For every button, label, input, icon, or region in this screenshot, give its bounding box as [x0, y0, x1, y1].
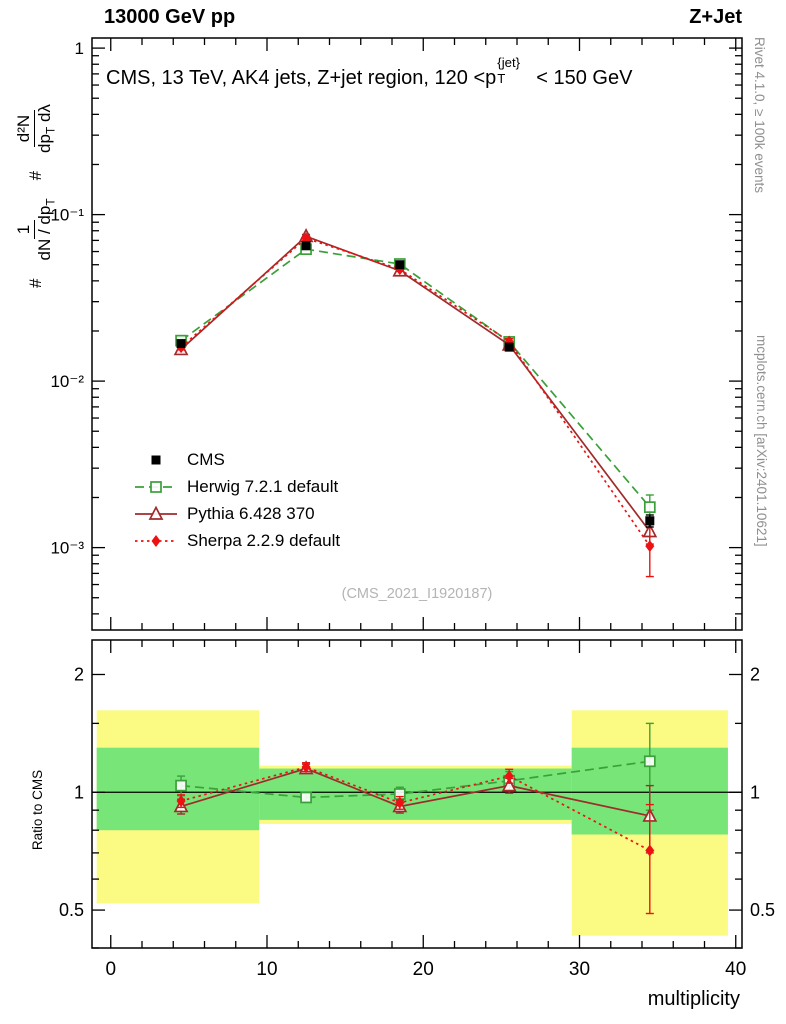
rivet-version-note: Rivet 4.1.0, ≥ 100k events: [752, 37, 767, 193]
main-series-cms: [176, 241, 655, 528]
tick-label: 10: [256, 959, 277, 980]
plot-title: CMS, 13 TeV, AK4 jets, Z+jet region, 120…: [106, 55, 633, 90]
ylabel-fraction-1: 1 dN / dpT: [14, 196, 58, 262]
x-axis-label: multiplicity: [647, 988, 740, 1010]
marker-filled-diamond: [645, 540, 655, 553]
legend-label-cms: CMS: [187, 449, 225, 469]
ylabel-hash-2: #: [26, 170, 45, 181]
legend-marker-cms: [151, 455, 161, 464]
marker-open-square: [643, 755, 656, 768]
legend: CMS Herwig 7.2.1 default Pythia 6.428 37…: [133, 446, 340, 554]
marker-open-triangle: [501, 777, 517, 792]
marker-filled-diamond: [395, 796, 405, 809]
ylabel-hash-1: #: [26, 278, 45, 288]
tick-label: 20: [413, 959, 434, 980]
tick-label: 2: [74, 664, 84, 684]
marker-filled-diamond: [504, 770, 514, 783]
marker-filled-diamond: [301, 761, 311, 774]
tick-label: 1: [74, 782, 84, 802]
ylabel-frac1-numerator: 1: [14, 219, 35, 240]
tick-label: 10⁻¹: [50, 206, 84, 225]
plot-title-prefix: CMS, 13 TeV, AK4 jets, Z+jet region, 120…: [106, 67, 497, 89]
legend-marker-herwig: [135, 480, 177, 493]
legend-item-pythia: Pythia 6.428 370: [133, 500, 340, 527]
tick-labels: 1 10⁻¹ 10⁻² 10⁻³ 2 2 1 1 0.5 0.5 0 10 20 30 40: [50, 39, 775, 980]
main-y-axis-label: # 1 dN / dpT # d²N dpT dλ: [7, 28, 65, 362]
ratio-plot-frame: [91, 639, 743, 949]
ylabel-frac2-numerator: d²N: [14, 109, 35, 148]
marker-filled-square: [395, 260, 405, 270]
ylabel-frac1-denominator: dN / dpT: [34, 198, 58, 261]
marker-open-square: [300, 791, 312, 804]
tick-label: 2: [750, 664, 760, 684]
ratio-uncertainty-bands: [96, 710, 728, 936]
tick-label: 30: [569, 959, 590, 980]
analysis-id-watermark: (CMS_2021_I1920187): [341, 586, 493, 602]
marker-filled-diamond: [151, 534, 161, 547]
legend-label-pythia: Pythia 6.428 370: [187, 503, 315, 523]
tick-label: 40: [725, 959, 746, 980]
plot-title-suffix: < 150 GeV: [536, 67, 633, 89]
marker-open-square: [150, 480, 162, 493]
tick-label: 0: [105, 959, 116, 980]
legend-marker-pythia: [135, 505, 177, 520]
marker-filled-square: [645, 516, 655, 526]
marker-open-square: [175, 779, 187, 792]
pt-jet-symbol: {jet} T: [496, 55, 536, 86]
legend-item-sherpa: Sherpa 2.2.9 default: [133, 527, 340, 554]
marker-filled-square: [504, 342, 514, 352]
process-label: Z+Jet: [689, 6, 742, 28]
marker-filled-diamond: [176, 795, 186, 808]
mcplots-arxiv-note: mcplots.cern.ch [arXiv:2401.10621]: [754, 335, 769, 547]
main-plot-frame: [91, 37, 743, 631]
legend-label-herwig: Herwig 7.2.1 default: [187, 476, 339, 496]
tick-label: 1: [750, 782, 760, 802]
beam-energy-label: 13000 GeV pp: [104, 6, 236, 28]
ratio-y-axis-label: Ratio to CMS: [30, 769, 45, 851]
tick-label: 0.5: [750, 900, 775, 920]
tick-label: 1: [75, 39, 84, 58]
marker-open-square: [643, 501, 656, 513]
marker-filled-square: [176, 339, 186, 349]
ylabel-frac2-denominator: dpT dλ: [34, 104, 58, 153]
pt-jet-superscript: {jet}: [497, 54, 521, 70]
legend-marker-sherpa: [135, 534, 177, 547]
marker-filled-square: [151, 455, 161, 464]
tick-label: 10⁻²: [50, 372, 84, 391]
tick-label: 0.5: [59, 900, 84, 920]
tick-label: 10⁻³: [50, 539, 84, 558]
legend-item-herwig: Herwig 7.2.1 default: [133, 473, 340, 500]
marker-open-triangle: [148, 505, 164, 520]
marker-filled-square: [301, 241, 311, 251]
pt-jet-subscript: T: [497, 70, 506, 86]
legend-label-sherpa: Sherpa 2.2.9 default: [187, 530, 341, 550]
ylabel-fraction-2: d²N dpT dλ: [14, 102, 58, 155]
marker-filled-diamond: [645, 844, 655, 857]
legend-item-cms: CMS: [133, 446, 340, 473]
ratio-series-sherpa: [176, 761, 655, 915]
